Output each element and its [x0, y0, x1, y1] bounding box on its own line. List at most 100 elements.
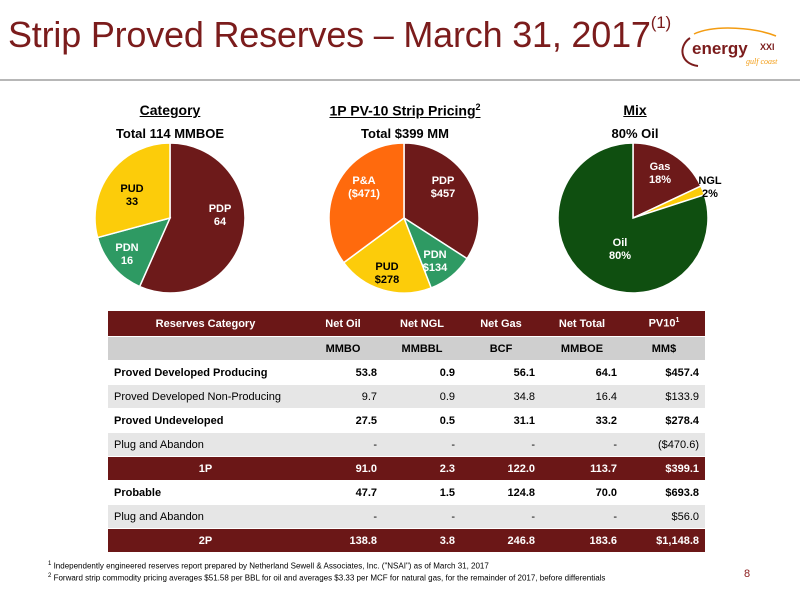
table-cell: 183.6	[541, 528, 623, 553]
pie-label-name: Gas	[650, 161, 671, 173]
table-cell: 1P	[108, 456, 303, 481]
pie-label-value: $134	[423, 262, 448, 274]
table-row: Proved Developed Producing 53.8 0.9 56.1 64.…	[108, 360, 705, 385]
page-title: Strip Proved Reserves – March 31, 2017(1…	[8, 13, 671, 56]
table-cell: 138.8	[303, 528, 383, 553]
table-row: Probable 47.7 1.5 124.8 70.0 $693.8	[108, 480, 705, 505]
table-cell: 0.9	[383, 360, 461, 385]
title-footnote-mark: (1)	[650, 13, 671, 32]
table-cell: -	[541, 432, 623, 457]
table-cell: -	[303, 432, 383, 457]
pie-slice-pdn	[96, 216, 172, 288]
table-cell: Plug and Abandon	[108, 504, 303, 529]
footnote-2-mark: 2	[48, 573, 52, 579]
pie-slice-gas	[632, 142, 702, 220]
table-cell: 34.8	[461, 384, 541, 409]
table-cell: $56.0	[623, 504, 705, 529]
footnote-2-text: Forward strip commodity pricing averages…	[53, 573, 606, 583]
title-divider	[0, 79, 800, 81]
pie-label-value: 16	[121, 255, 133, 267]
table-cell: $1,148.8	[623, 528, 705, 553]
pie-slice-pa	[328, 142, 405, 264]
table-cell: MMBO	[303, 336, 383, 361]
table-cell: 9.7	[303, 384, 383, 409]
table-cell: Reserves Category	[108, 311, 303, 337]
table-cell: $399.1	[623, 456, 705, 481]
pie-label-value: $278	[375, 274, 399, 286]
table-row: 1P 91.0 2.3 122.0 113.7 $399.1	[108, 456, 705, 481]
pie-slice-oil	[557, 142, 709, 294]
pie-label-value: 33	[126, 196, 138, 208]
table-cell: $278.4	[623, 408, 705, 433]
pie-label-name: PDP	[209, 203, 232, 215]
table-row: Proved Undeveloped 27.5 0.5 31.1 33.2 $278.4	[108, 408, 705, 433]
footnote-1-mark: 1	[48, 561, 52, 567]
table-cell: Net Gas	[461, 311, 541, 337]
table-cell: 3.8	[383, 528, 461, 553]
pie-label-value: $457	[431, 188, 455, 200]
pie-label-name: NGL	[698, 175, 722, 187]
table-cell: Proved Undeveloped	[108, 408, 303, 433]
table-cell: $693.8	[623, 480, 705, 505]
table-row: 2P 138.8 3.8 246.8 183.6 $1,148.8	[108, 528, 705, 553]
table-cell: 53.8	[303, 360, 383, 385]
pie-slice-pdp	[138, 142, 246, 294]
table-header-row: Reserves Category Net Oil Net NGL Net Gas Ne…	[108, 311, 705, 337]
pie-label-name: Oil	[613, 237, 628, 249]
footnote-1-text: Independently engineered reserves report…	[53, 561, 489, 571]
table-cell: 122.0	[461, 456, 541, 481]
table-row: Plug and Abandon - - - - ($470.6)	[108, 432, 705, 457]
table-cell: ($470.6)	[623, 432, 705, 457]
table-cell: 33.2	[541, 408, 623, 433]
pie-label-name: PDN	[423, 249, 446, 261]
category-heading: Category	[139, 102, 201, 118]
table-cell: 113.7	[541, 456, 623, 481]
table-cell: 0.9	[383, 384, 461, 409]
table-cell: MMBBL	[383, 336, 461, 361]
footnote-2: 2 Forward strip commodity pricing averag…	[48, 573, 605, 583]
table-cell: 31.1	[461, 408, 541, 433]
table-cell: -	[541, 504, 623, 529]
energy-xxi-logo: energy XXI gulf coast	[681, 27, 778, 67]
table-cell: 70.0	[541, 480, 623, 505]
table-cell: -	[383, 504, 461, 529]
table-cell: -	[461, 432, 541, 457]
pie-label-value: ($471)	[348, 188, 380, 200]
table-cell: BCF	[461, 336, 541, 361]
table-cell: 2P	[108, 528, 303, 553]
pie-label-value: 80%	[609, 250, 631, 262]
pie-label-name: PDP	[432, 175, 455, 187]
logo-subtitle: gulf coast	[746, 57, 778, 66]
table-cell: 91.0	[303, 456, 383, 481]
table-cell: 2.3	[383, 456, 461, 481]
table-cell: MM$	[623, 336, 705, 361]
page-title-text: Strip Proved Reserves – March 31, 2017	[8, 14, 651, 55]
table-cell: 64.1	[541, 360, 623, 385]
pricing-heading-sup: 2	[475, 102, 481, 112]
pie-label-name: PUD	[375, 261, 398, 273]
pie-label-value: 2%	[702, 188, 718, 200]
table-cell: 16.4	[541, 384, 623, 409]
pie-label-name: P&A	[352, 175, 375, 187]
reserves-table: Reserves Category Net Oil Net NGL Net Gas Ne…	[108, 311, 705, 553]
table-cell: $133.9	[623, 384, 705, 409]
table-cell: Probable	[108, 480, 303, 505]
table-cell: Plug and Abandon	[108, 432, 303, 457]
table-cell: PV101	[623, 311, 705, 337]
table-cell: 1.5	[383, 480, 461, 505]
mix-subtitle: 80% Oil	[611, 126, 659, 141]
table-cell: 56.1	[461, 360, 541, 385]
table-cell: Net Oil	[303, 311, 383, 337]
pricing-heading: 1P PV-10 Strip Pricing2	[305, 102, 505, 119]
table-row: Proved Developed Non-Producing 9.7 0.9 34.8…	[108, 384, 705, 409]
pie-label-name: PDN	[115, 242, 138, 254]
table-cell: Proved Developed Producing	[108, 360, 303, 385]
table-cell: 124.8	[461, 480, 541, 505]
pricing-pie-chart: PDP$457 PDN$134 PUD$278 P&A($471)	[328, 142, 480, 294]
pie-slice-pud	[94, 142, 171, 239]
logo-xxi: XXI	[760, 42, 775, 52]
table-cell: Proved Developed Non-Producing	[108, 384, 303, 409]
pricing-heading-text: 1P PV-10 Strip Pricing	[329, 102, 476, 119]
